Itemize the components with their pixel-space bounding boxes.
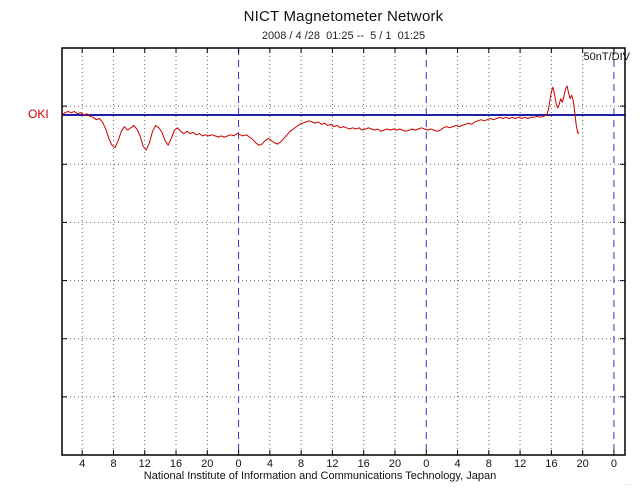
x-tick-label: 0	[423, 458, 430, 470]
x-tick-label: 20	[576, 458, 589, 470]
x-tick-label: 16	[357, 458, 370, 470]
chart-date-range: 2008 / 4 /28 01:25 -- 5 / 1 01:25	[261, 30, 426, 42]
x-tick-label: 4	[454, 458, 461, 470]
x-tick-label: 20	[201, 458, 214, 470]
x-tick-label: 0	[235, 458, 242, 470]
x-tick-label: 12	[513, 458, 527, 470]
x-tick-label: 20	[388, 458, 402, 470]
scale-per-division-label: 50nT/DIV	[583, 51, 630, 63]
station-label-oki: OKI	[28, 107, 49, 121]
x-tick-label: 8	[110, 458, 117, 470]
plot-frame	[61, 47, 626, 456]
chart-headings: NICT Magnetometer Network 2008 / 4 /28 0…	[62, 8, 625, 42]
fine-print: ···	[624, 482, 632, 488]
x-tick-label: 16	[545, 458, 558, 470]
x-tick-label: 12	[326, 458, 339, 470]
chart-title: NICT Magnetometer Network	[243, 8, 444, 25]
x-tick-label: 16	[169, 458, 183, 470]
x-tick-label: 4	[79, 458, 86, 470]
footer-institute-name: National Institute of Information and Co…	[143, 470, 497, 482]
x-tick-label: 0	[610, 458, 617, 470]
x-tick-label: 4	[266, 458, 273, 470]
x-tick-label: 8	[485, 458, 492, 470]
magnetometer-trace-oki	[61, 85, 580, 151]
x-tick-label: 8	[298, 458, 305, 470]
x-tick-label: 12	[138, 458, 151, 470]
